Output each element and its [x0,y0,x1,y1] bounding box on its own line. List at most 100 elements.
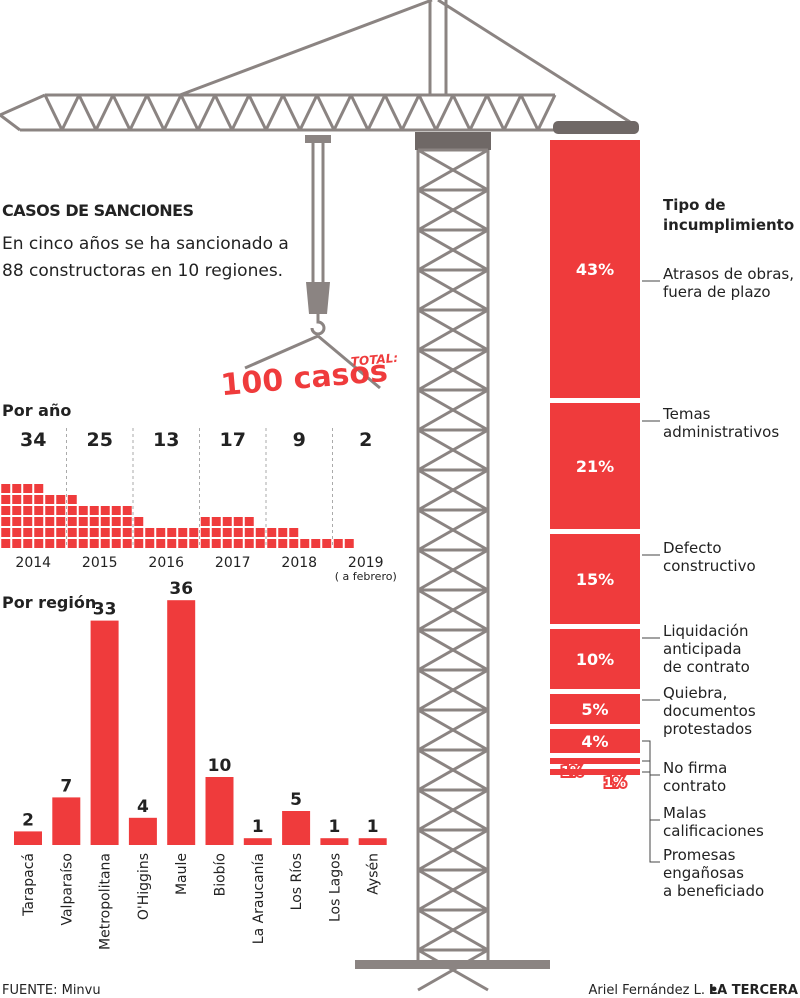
crane-beam [519,94,540,131]
value-label: 2 [359,429,372,451]
waffle-cell [244,528,254,537]
category-label: Metropolitana [98,853,114,950]
waffle-cell [200,517,210,526]
waffle-cell [34,495,44,504]
waffle-cell [333,539,343,548]
waffle-cell [122,517,132,526]
waffle [134,517,199,548]
credit: Ariel Fernández L. [589,983,706,998]
waffle-cell [78,539,88,548]
waffle-cell [211,528,221,537]
waffle-cell [178,528,188,537]
crane-beam [417,628,489,672]
crane-beam [247,94,268,131]
value-label: 13 [153,429,179,451]
waffle-cell [233,539,243,548]
category-label: 2017 [215,555,251,571]
category-label: Atrasos de obras, fuera de plazo [663,265,794,301]
section-title: Por año [2,401,71,420]
waffle-cell [122,539,132,548]
waffle-cell [56,506,66,515]
crane-beam [383,94,404,131]
crane-beam [230,94,251,131]
value-label: 25 [87,429,113,451]
crane-beam [43,94,64,131]
waffle-cell [1,506,11,515]
crane-beam [417,348,489,392]
waffle-cell [300,539,310,548]
bar [243,838,272,845]
waffle-cell [1,528,11,537]
category-label: Quiebra, documentos protestados [663,684,756,738]
category-label: Tarapacá [21,853,37,917]
crane-beam [485,94,506,131]
waffle-cell [56,495,66,504]
waffle [1,484,66,548]
value-label: 34 [20,429,46,451]
waffle-cell [89,506,99,515]
waffle-cell [12,484,22,493]
waffle-cell [267,528,277,537]
crane-beam [366,94,387,131]
waffle-cell [244,539,254,548]
waffle-cell [23,517,33,526]
waffle-cell [78,517,88,526]
crane-beam [244,334,319,370]
waffle-cell [12,495,22,504]
waffle-cell [89,517,99,526]
hook-top [305,135,331,143]
bar [282,811,311,845]
waffle-cell [145,528,155,537]
crane-beam [417,588,489,632]
waffle-cell [255,528,265,537]
waffle-cell [56,517,66,526]
crane-illustration [0,0,639,992]
waffle-cell [100,528,110,537]
waffle-cell [45,495,55,504]
publisher: LA TERCERA [709,983,798,998]
waffle-cell [12,539,22,548]
category-label: Temas administrativos [662,405,779,441]
tower-base [355,960,550,969]
waffle-cell [67,495,77,504]
crane-beam [417,268,489,312]
crane-beam [417,748,489,792]
crane-beam [145,94,166,131]
crane-beam [111,94,132,131]
note: ( a febrero) [335,570,397,583]
value-label: 17 [220,429,246,451]
waffle-cell [78,506,88,515]
waffle-cell [45,539,55,548]
value-label: 2 [22,810,34,830]
waffle-cell [12,517,22,526]
category-label: Defecto constructivo [663,539,756,575]
bar [90,620,119,845]
waffle-cell [222,528,232,537]
segment [550,629,640,689]
crane-beam [417,948,489,992]
waffle-cell [167,528,177,537]
bar [320,838,349,845]
waffle-cell [134,517,144,526]
waffle-cell [1,517,11,526]
waffle-cell [244,517,254,526]
waffle-cell [200,539,210,548]
waffle-cell [111,539,121,548]
waffle-cell [289,528,299,537]
crane-beam [417,468,489,512]
subtitle: En cinco años se ha sancionado a 88 const… [2,234,289,281]
waffle-cell [56,539,66,548]
crane-beam [437,0,631,124]
waffle-cell [67,539,77,548]
category-label: Malas calificaciones [663,804,764,840]
total-value: 100 casos [219,354,389,403]
category-label: Valparaíso [59,853,75,926]
crane-beam [417,148,489,192]
category-label: 2014 [15,555,51,571]
bar [128,817,157,845]
bar [358,838,387,845]
source: FUENTE: Minvu [2,983,101,998]
category-label: Promesas engañosas a beneficiado [663,846,764,900]
total-label: TOTAL: [350,351,398,369]
waffle-cell [156,539,166,548]
